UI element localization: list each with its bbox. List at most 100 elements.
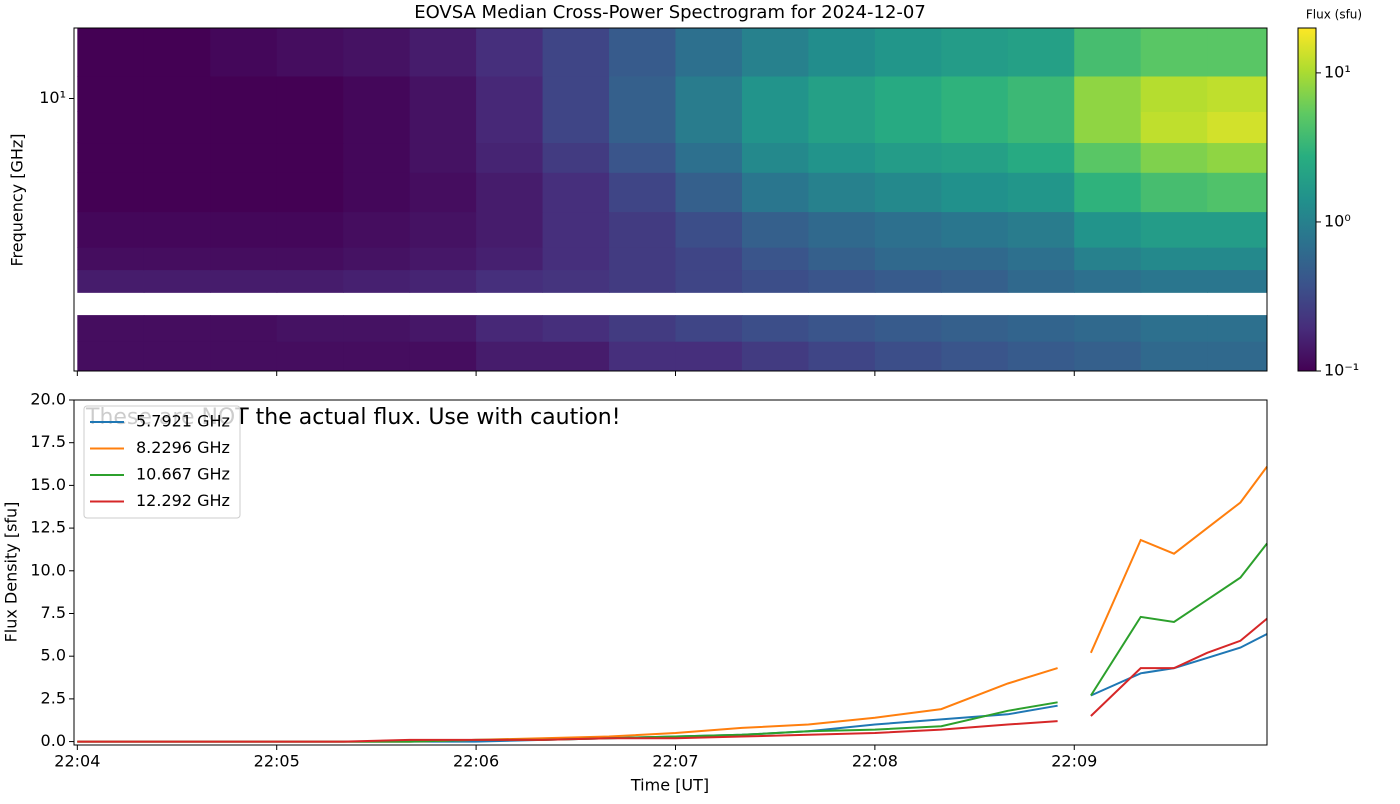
heatmap-cell	[741, 211, 809, 248]
heatmap-cell	[409, 142, 477, 173]
heatmap-cell	[1074, 111, 1142, 144]
heatmap-cell	[808, 111, 876, 144]
heatmap-cell	[210, 75, 278, 113]
heatmap-cell	[276, 315, 344, 342]
heatmap-cell	[409, 269, 477, 293]
heatmap-cell	[741, 142, 809, 173]
heatmap-cell	[143, 172, 211, 213]
heatmap-cell	[343, 75, 411, 113]
legend-label: 8.2296 GHz	[136, 438, 230, 457]
heatmap-cell	[874, 111, 942, 144]
y-tick-label: 12.5	[30, 518, 66, 537]
heatmap-cell	[741, 247, 809, 271]
heatmap-cell	[675, 211, 743, 248]
heatmap-cell	[343, 341, 411, 372]
x-tick-label: 22:09	[1051, 752, 1097, 771]
heatmap-cell	[874, 75, 942, 113]
heatmap-cell	[874, 315, 942, 342]
heatmap-cell	[343, 172, 411, 213]
y-tick-label: 7.5	[41, 603, 66, 622]
heatmap-cell	[675, 341, 743, 372]
heatmap-cell	[808, 142, 876, 173]
heatmap-cell	[143, 211, 211, 248]
heatmap-cell	[542, 269, 610, 293]
heatmap-cell	[276, 269, 344, 293]
heatmap-cell	[343, 142, 411, 173]
heatmap-cell	[1074, 142, 1142, 173]
plot-frame	[73, 27, 1268, 372]
heatmap-cell	[276, 111, 344, 144]
plot-frame	[73, 399, 1268, 746]
heatmap-cell	[276, 142, 344, 173]
heatmap-cell	[210, 28, 278, 77]
heatmap-cell	[143, 142, 211, 173]
heatmap-cell	[210, 211, 278, 248]
heatmap-cell	[609, 111, 676, 144]
heatmap-cell	[808, 269, 876, 293]
heatmap-cell	[741, 111, 809, 144]
heatmap-cell	[343, 211, 411, 248]
heatmap-cell	[1207, 75, 1268, 113]
heatmap-cell	[77, 269, 145, 293]
y-tick-label: 5.0	[41, 646, 66, 665]
heatmap-cell	[409, 247, 477, 271]
heatmap-cell	[1007, 341, 1075, 372]
heatmap-cell	[1140, 111, 1208, 144]
colorbar	[1297, 27, 1317, 372]
heatmap-cell	[1140, 315, 1208, 342]
heatmap-cell	[1207, 28, 1268, 77]
heatmap-cell	[741, 28, 809, 77]
heatmap-cell	[77, 75, 145, 113]
heatmap-cell	[409, 172, 477, 213]
heatmap-cell	[609, 28, 676, 77]
heatmap-cell	[808, 172, 876, 213]
heatmap-cell	[1140, 247, 1208, 271]
colorbar-tick-label: 10⁻¹	[1324, 361, 1359, 380]
heatmap-cell	[1074, 247, 1142, 271]
x-axis-label: Time [UT]	[630, 776, 709, 795]
heatmap-cell	[276, 211, 344, 248]
y-tick-label: 15.0	[30, 475, 66, 494]
heatmap-cell	[1207, 211, 1268, 248]
heatmap-cell	[143, 28, 211, 77]
heatmap-cell	[1007, 315, 1075, 342]
heatmap-cell	[1007, 28, 1075, 77]
heatmap-cell	[542, 142, 610, 173]
heatmap-cell	[1140, 142, 1208, 173]
heatmap-cell	[343, 315, 411, 342]
heatmap-cell	[143, 75, 211, 113]
heatmap-cell	[210, 315, 278, 342]
heatmap-cell	[143, 341, 211, 372]
heatmap-cell	[1207, 247, 1268, 271]
heatmap-cell	[542, 247, 610, 271]
line-series	[77, 466, 1268, 743]
heatmap-cell	[542, 28, 610, 77]
heatmap-cell	[1007, 269, 1075, 293]
heatmap-cell	[941, 75, 1009, 113]
heatmap-cell	[609, 75, 676, 113]
heatmap-cell	[77, 315, 145, 342]
legend: 5.7921 GHz 8.2296 GHz 10.667 GHz 12.292 GHz	[83, 405, 241, 519]
colorbar-tick-label: 10⁰	[1324, 211, 1351, 230]
heatmap-cell	[741, 269, 809, 293]
heatmap-cell	[77, 142, 145, 173]
heatmap-cell	[542, 111, 610, 144]
heatmap-cell	[542, 315, 610, 342]
heatmap-cell	[609, 269, 676, 293]
heatmap-cell	[1140, 211, 1208, 248]
heatmap-cell	[1007, 172, 1075, 213]
heatmap-cell	[210, 172, 278, 213]
heatmap-cell	[808, 211, 876, 248]
heatmap-cell	[210, 247, 278, 271]
heatmap-cell	[476, 341, 544, 372]
heatmap-cell	[1007, 111, 1075, 144]
y-axis-label: Frequency [GHz]	[8, 133, 27, 266]
heatmap-cell	[1140, 269, 1208, 293]
y-tick-label: 2.5	[41, 688, 66, 707]
heatmap-cell	[874, 341, 942, 372]
heatmap-cell	[1074, 315, 1142, 342]
heatmap-cell	[941, 247, 1009, 271]
y-axis-label: Flux Density [sfu]	[2, 502, 21, 643]
heatmap-cell	[143, 315, 211, 342]
